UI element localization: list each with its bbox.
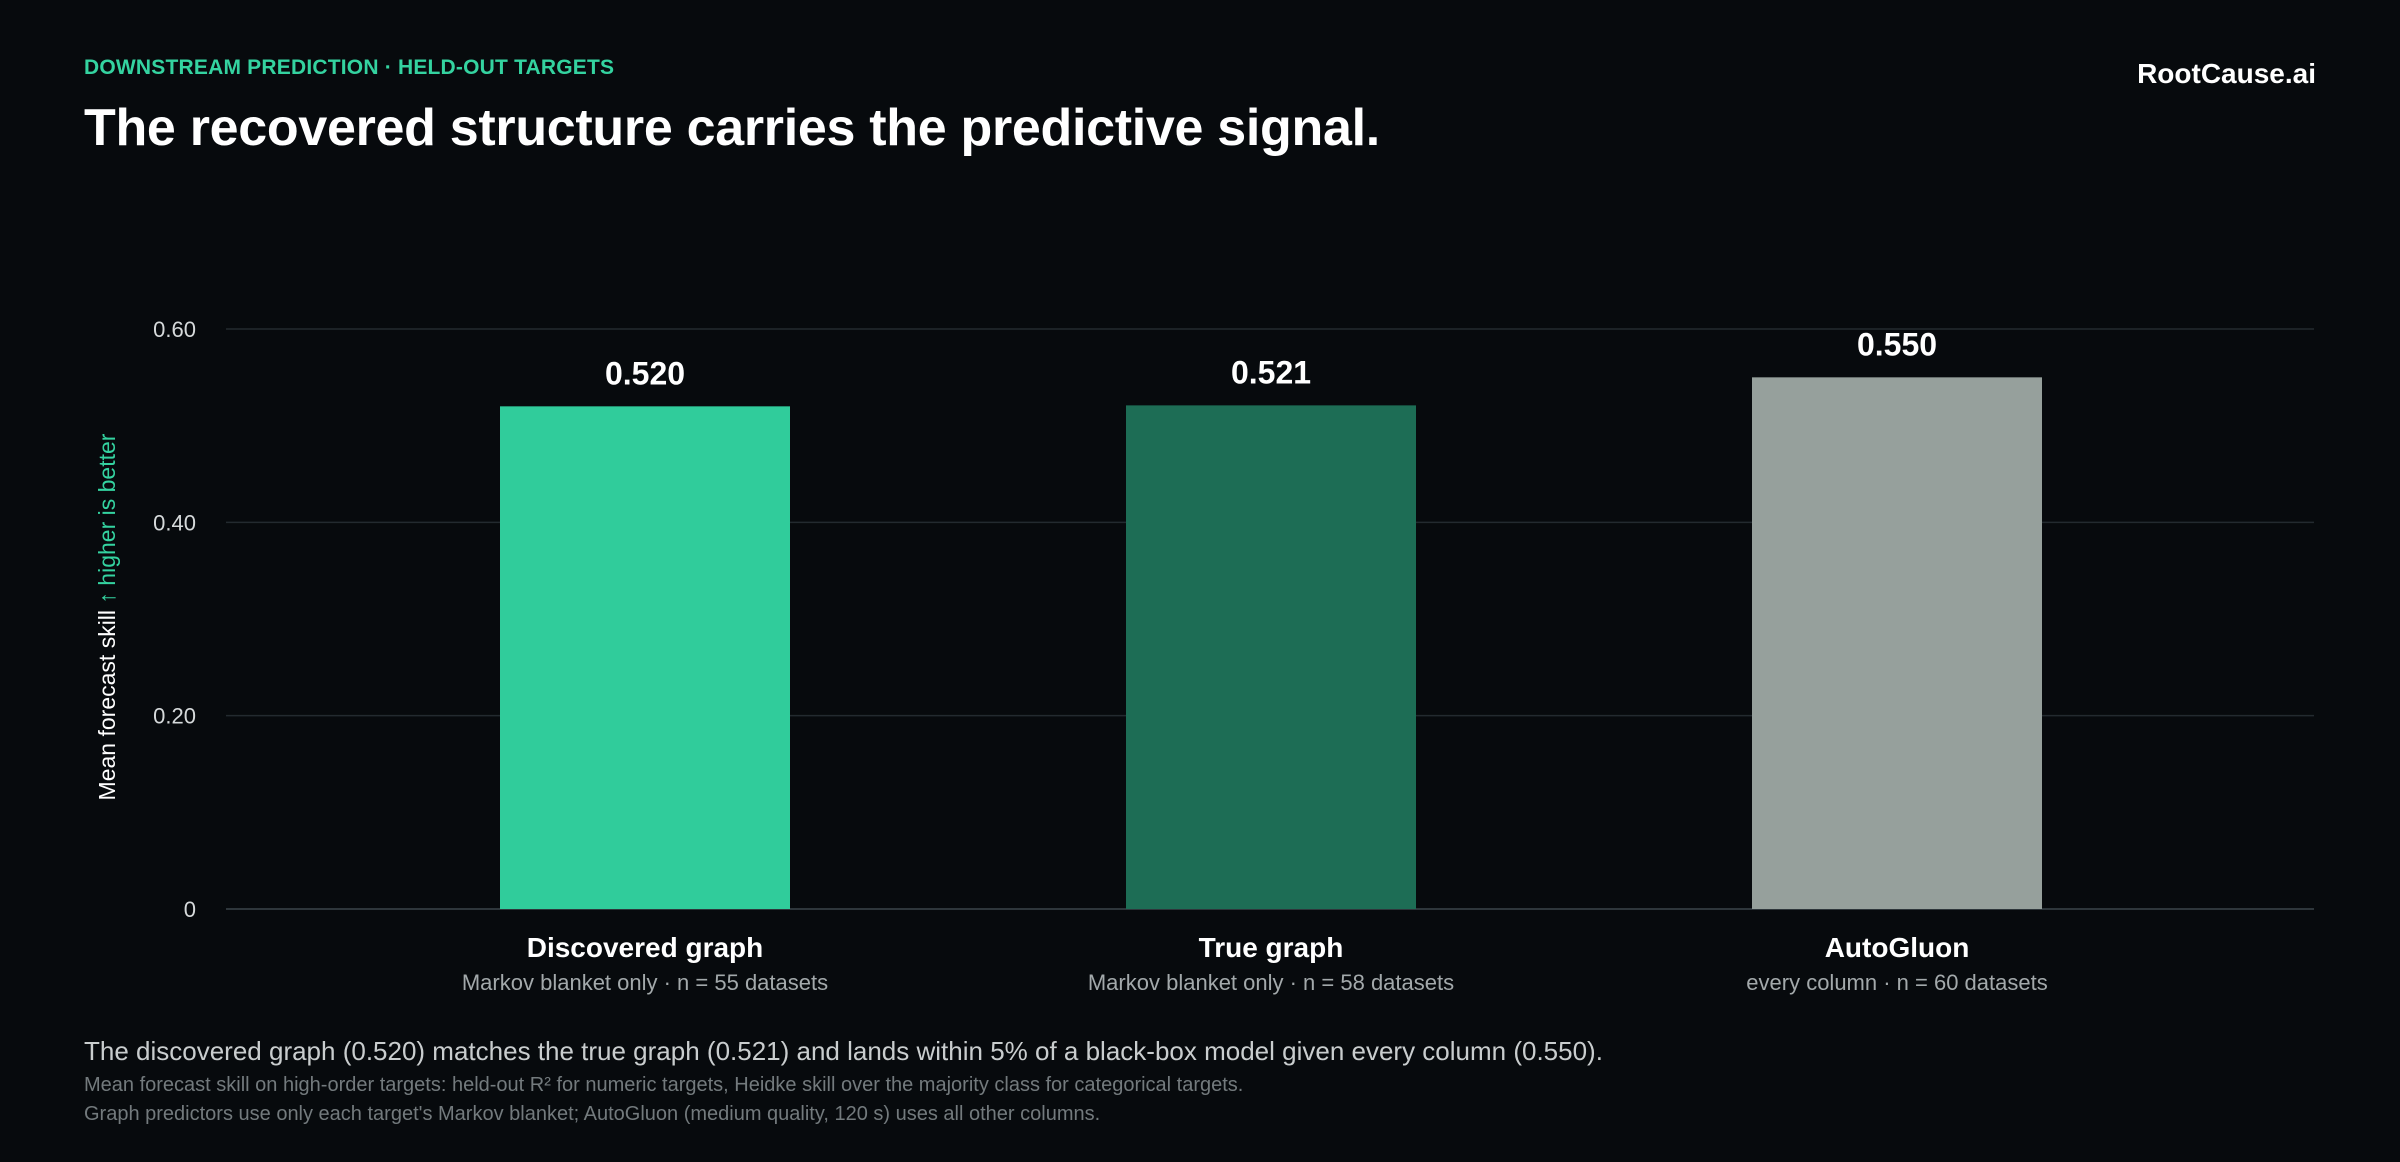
y-axis-label: Mean forecast skill ↑ higher is better xyxy=(94,433,120,800)
bar-value-label: 0.520 xyxy=(605,355,685,391)
x-category-label: True graph xyxy=(1199,932,1344,963)
brand-logo: RootCause.ai xyxy=(2137,58,2316,89)
bar-value-label: 0.550 xyxy=(1857,326,1937,362)
y-tick-label: 0.60 xyxy=(153,317,196,342)
y-tick-label: 0.20 xyxy=(153,704,196,729)
bar xyxy=(1752,377,2042,909)
y-tick-label: 0.40 xyxy=(153,510,196,535)
eyebrow-label: DOWNSTREAM PREDICTION · HELD-OUT TARGETS xyxy=(84,56,615,79)
footnote-metric: Mean forecast skill on high-order target… xyxy=(84,1074,1244,1096)
summary-text: The discovered graph (0.520) matches the… xyxy=(84,1036,1603,1066)
bar xyxy=(500,406,790,909)
bar-value-label: 0.521 xyxy=(1231,354,1311,390)
y-tick-label: 0 xyxy=(184,897,196,922)
x-category-label: Discovered graph xyxy=(527,932,764,963)
footnote-method: Graph predictors use only each target's … xyxy=(84,1103,1101,1125)
x-category-subtitle: Markov blanket only · n = 55 datasets xyxy=(462,970,828,995)
x-category-subtitle: Markov blanket only · n = 58 datasets xyxy=(1088,970,1454,995)
x-category-label: AutoGluon xyxy=(1825,932,1970,963)
y-axis-title: Mean forecast skill xyxy=(94,604,120,801)
bar xyxy=(1126,405,1416,909)
page-title: The recovered structure carries the pred… xyxy=(84,99,1380,157)
x-category-subtitle: every column · n = 60 datasets xyxy=(1746,970,2047,995)
y-axis-note: ↑ higher is better xyxy=(94,433,120,603)
